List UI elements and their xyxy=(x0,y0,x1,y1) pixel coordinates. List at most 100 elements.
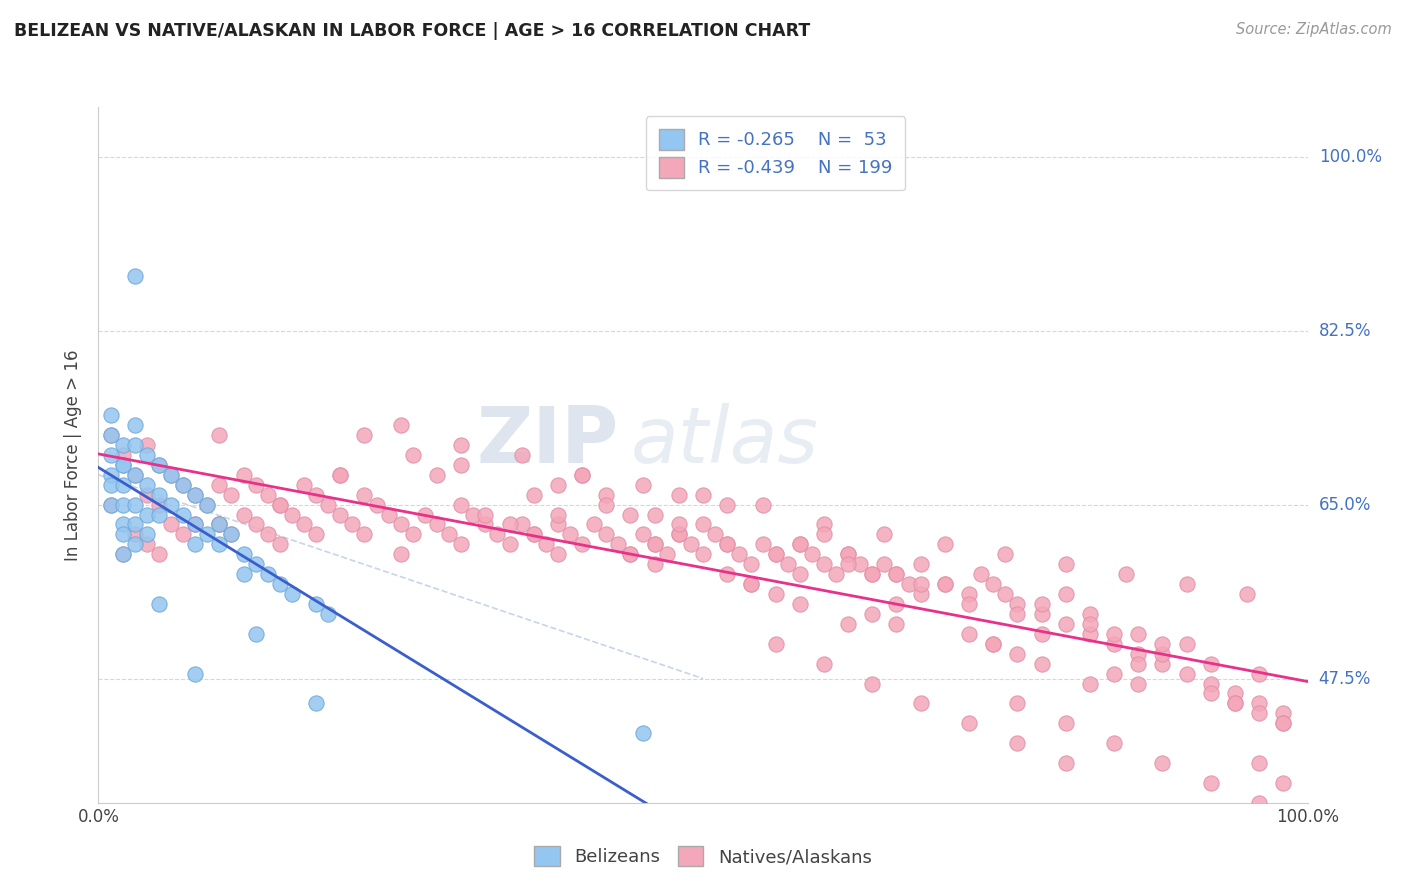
Point xyxy=(148,458,170,472)
Point xyxy=(523,527,546,541)
Point xyxy=(135,477,157,491)
Point xyxy=(124,517,146,532)
Text: 100.0%: 100.0% xyxy=(1319,148,1382,166)
Point xyxy=(1236,587,1258,601)
Point xyxy=(1054,587,1077,601)
Point xyxy=(1007,607,1029,621)
Point xyxy=(813,517,835,532)
Point xyxy=(1152,647,1174,661)
Text: 82.5%: 82.5% xyxy=(1319,322,1371,340)
Text: Source: ZipAtlas.com: Source: ZipAtlas.com xyxy=(1236,22,1392,37)
Point xyxy=(994,587,1017,601)
Point xyxy=(1078,607,1101,621)
Point xyxy=(100,498,122,512)
Point xyxy=(873,527,896,541)
Point xyxy=(910,558,932,572)
Point xyxy=(1175,577,1198,591)
Point xyxy=(595,527,617,541)
Point xyxy=(716,567,738,582)
Text: 65.0%: 65.0% xyxy=(1319,496,1371,514)
Point xyxy=(813,527,835,541)
Point xyxy=(245,558,267,572)
Point xyxy=(316,607,339,621)
Point xyxy=(474,508,496,522)
Point xyxy=(269,498,291,512)
Point xyxy=(232,508,254,522)
Point xyxy=(765,587,787,601)
Point xyxy=(1102,736,1125,750)
Point xyxy=(1078,627,1101,641)
Point xyxy=(1152,637,1174,651)
Point xyxy=(1054,616,1077,631)
Point xyxy=(498,517,520,532)
Point xyxy=(510,448,533,462)
Point xyxy=(765,637,787,651)
Point xyxy=(1152,657,1174,671)
Point xyxy=(305,597,328,611)
Point xyxy=(111,547,134,561)
Point xyxy=(100,467,122,482)
Point xyxy=(523,527,546,541)
Point xyxy=(413,508,436,522)
Point xyxy=(389,418,412,433)
Point xyxy=(957,716,980,731)
Point xyxy=(172,477,194,491)
Point xyxy=(595,488,617,502)
Legend: Belizeans, Natives/Alaskans: Belizeans, Natives/Alaskans xyxy=(523,835,883,877)
Point xyxy=(776,558,799,572)
Point xyxy=(100,428,122,442)
Point xyxy=(547,508,569,522)
Point xyxy=(450,458,472,472)
Point xyxy=(789,537,811,551)
Point xyxy=(160,467,183,482)
Point xyxy=(221,527,243,541)
Point xyxy=(1054,716,1077,731)
Point xyxy=(1223,686,1246,700)
Point xyxy=(316,498,339,512)
Point xyxy=(124,467,146,482)
Point xyxy=(1249,756,1271,770)
Point xyxy=(463,508,485,522)
Point xyxy=(305,697,328,711)
Point xyxy=(100,428,122,442)
Point xyxy=(245,627,267,641)
Point xyxy=(1102,627,1125,641)
Point xyxy=(668,527,690,541)
Text: ZIP: ZIP xyxy=(477,403,619,479)
Point xyxy=(208,428,231,442)
Point xyxy=(256,567,278,582)
Point xyxy=(1175,637,1198,651)
Point xyxy=(148,547,170,561)
Point xyxy=(1272,706,1295,721)
Point xyxy=(426,467,449,482)
Point xyxy=(124,498,146,512)
Point xyxy=(172,527,194,541)
Point xyxy=(1031,627,1053,641)
Point xyxy=(704,527,727,541)
Point xyxy=(377,508,399,522)
Point xyxy=(1249,706,1271,721)
Point xyxy=(886,567,908,582)
Point xyxy=(619,547,641,561)
Point xyxy=(184,488,207,502)
Point xyxy=(281,508,304,522)
Point xyxy=(269,537,291,551)
Point xyxy=(886,597,908,611)
Point xyxy=(789,567,811,582)
Point xyxy=(329,467,352,482)
Point xyxy=(934,577,956,591)
Point xyxy=(595,498,617,512)
Point xyxy=(269,498,291,512)
Point xyxy=(813,558,835,572)
Point xyxy=(135,537,157,551)
Point xyxy=(583,517,606,532)
Text: BELIZEAN VS NATIVE/ALASKAN IN LABOR FORCE | AGE > 16 CORRELATION CHART: BELIZEAN VS NATIVE/ALASKAN IN LABOR FORC… xyxy=(14,22,810,40)
Point xyxy=(329,467,352,482)
Point xyxy=(752,498,775,512)
Point xyxy=(402,527,425,541)
Point xyxy=(886,567,908,582)
Point xyxy=(547,477,569,491)
Point xyxy=(111,527,134,541)
Point xyxy=(873,558,896,572)
Point xyxy=(342,517,364,532)
